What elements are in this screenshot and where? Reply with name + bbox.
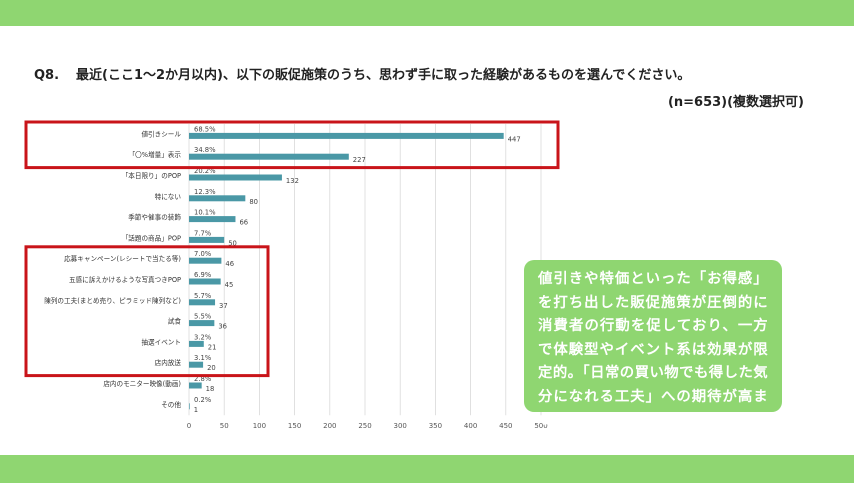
- category-label: 値引きシール: [141, 129, 181, 138]
- bar: [189, 361, 204, 368]
- value-label: 21: [208, 343, 217, 351]
- bar: [189, 278, 221, 285]
- highlight-box: [24, 245, 270, 378]
- value-label: 1: [194, 406, 198, 414]
- percent-label: 5.7%: [194, 292, 212, 300]
- highlight-box: [24, 120, 560, 170]
- percent-label: 7.0%: [194, 250, 212, 258]
- category-label: 季節や催事の装飾: [128, 213, 181, 222]
- x-tick-label: 400: [464, 422, 477, 430]
- percent-label: 2.8%: [194, 375, 212, 383]
- bottom-band: [0, 455, 854, 483]
- question-heading: Q8. 最近(ここ1〜2か月以内)、以下の販促施策のうち、思わず手に取った経験があ…: [34, 64, 824, 83]
- value-label: 80: [249, 198, 258, 206]
- x-tick-label: 50: [220, 422, 229, 430]
- category-label: 店内放送: [155, 358, 182, 367]
- percent-label: 34.8%: [194, 146, 216, 154]
- bar: [189, 382, 202, 389]
- top-band: [0, 0, 854, 26]
- percent-label: 12.3%: [194, 188, 216, 196]
- question-number: Q8.: [34, 68, 60, 83]
- percent-label: 20.2%: [194, 167, 216, 175]
- x-tick-label: 500: [534, 422, 547, 430]
- category-label: 試食: [168, 317, 182, 326]
- value-label: 50: [228, 239, 237, 247]
- bar: [189, 340, 204, 347]
- category-label: 抽選イベント: [141, 337, 181, 346]
- percent-label: 0.2%: [194, 396, 212, 404]
- value-label: 447: [508, 135, 521, 143]
- bar: [189, 320, 215, 327]
- category-label: 特にない: [155, 192, 182, 201]
- x-tick-label: 200: [323, 422, 336, 430]
- percent-label: 68.5%: [194, 125, 216, 133]
- category-label: 応募キャンペーン(レシートで当たる等): [64, 254, 181, 263]
- x-tick-label: 150: [288, 422, 301, 430]
- sample-size-note: (n=653)(複数選択可): [667, 95, 804, 110]
- percent-label: 7.7%: [194, 229, 212, 237]
- x-tick-label: 0: [187, 422, 191, 430]
- category-label: 「話題の商品」POP: [122, 233, 181, 242]
- bar: [189, 174, 282, 181]
- bar: [189, 132, 504, 139]
- category-label: 店内のモニター映像(動画): [103, 379, 181, 388]
- percent-label: 3.1%: [194, 354, 212, 362]
- bar: [189, 257, 222, 264]
- value-label: 66: [239, 219, 248, 227]
- bar: [189, 195, 246, 202]
- percent-label: 10.1%: [194, 209, 216, 217]
- value-label: 37: [219, 302, 228, 310]
- bar: [189, 403, 190, 410]
- value-label: 20: [207, 364, 216, 372]
- percent-label: 5.5%: [194, 313, 212, 321]
- summary-callout: 値引きや特価といった「お得感」を打ち出した販促施策が圧倒的に消費者の行動を促して…: [524, 260, 782, 428]
- x-tick-label: 100: [253, 422, 266, 430]
- value-label: 46: [225, 260, 234, 268]
- percent-label: 6.9%: [194, 271, 212, 279]
- bar: [189, 236, 225, 243]
- value-label: 36: [218, 323, 227, 331]
- percent-label: 3.2%: [194, 333, 212, 341]
- bar: [189, 153, 349, 160]
- question-text: 最近(ここ1〜2か月以内)、以下の販促施策のうち、思わず手に取った経験があるもの…: [76, 68, 691, 83]
- x-tick-label: 250: [358, 422, 371, 430]
- x-tick-label: 450: [499, 422, 512, 430]
- category-label: その他: [161, 400, 181, 409]
- value-label: 132: [286, 177, 299, 185]
- value-label: 18: [206, 385, 215, 393]
- category-label: 五感に訴えかけるような写真つきPOP: [69, 275, 181, 284]
- bar: [189, 299, 216, 306]
- x-tick-label: 350: [429, 422, 442, 430]
- category-label: 「〇%増量」表示: [129, 150, 182, 159]
- category-label: 「本日限り」のPOP: [122, 171, 181, 180]
- value-label: 227: [353, 156, 366, 164]
- value-label: 45: [225, 281, 234, 289]
- x-tick-label: 300: [394, 422, 407, 430]
- category-label: 陳列の工夫(まとめ売り、ピラミッド陳列など): [44, 296, 181, 305]
- bar: [189, 216, 236, 223]
